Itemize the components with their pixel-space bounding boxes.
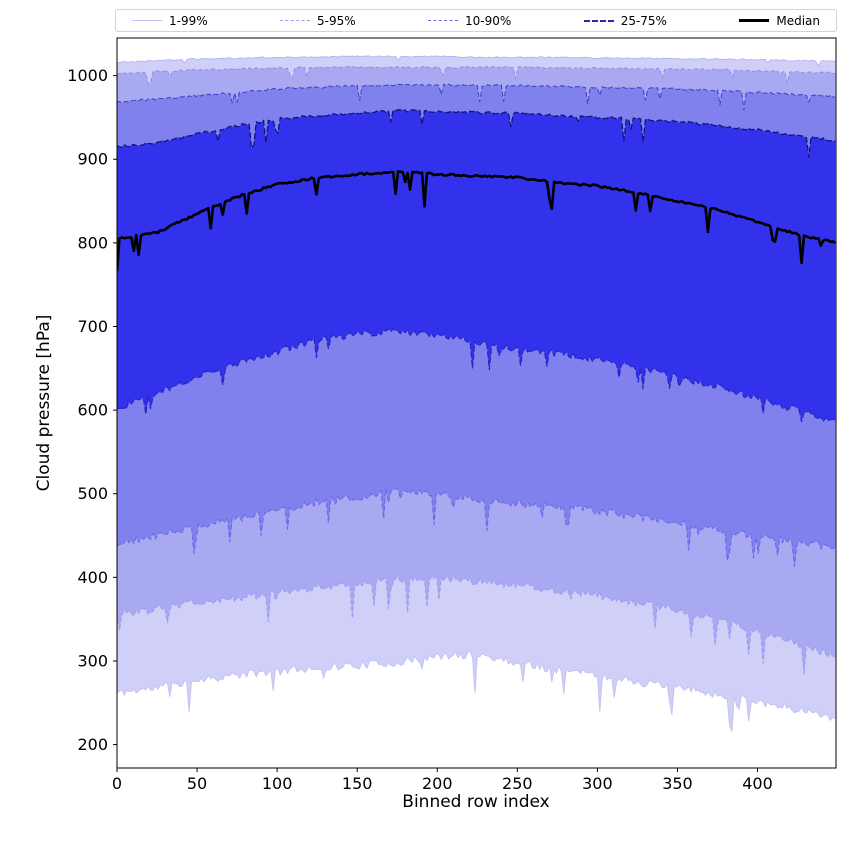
y-tick-label: 300 [77, 651, 108, 670]
legend-line-median-icon [739, 19, 770, 22]
x-axis-label: Binned row index [402, 792, 550, 812]
x-tick-label: 250 [502, 774, 533, 793]
edge-line-p75 [117, 109, 836, 158]
edge-line-p95 [117, 66, 836, 85]
legend-item-25-75: 25-75% [583, 13, 667, 28]
band-25-75 [117, 109, 836, 422]
legend-label-5-95: 5-95% [317, 13, 356, 28]
edge-line-p25 [117, 328, 836, 423]
x-tick-label: 400 [742, 774, 773, 793]
legend-label-1-99: 1-99% [169, 13, 208, 28]
legend-item-median: Median [739, 15, 820, 27]
edge-line-p90 [117, 83, 836, 111]
legend-label-25-75: 25-75% [620, 13, 667, 28]
x-tick-label: 0 [112, 774, 122, 793]
x-tick-label: 50 [187, 774, 207, 793]
legend: 1-99% 5-95% 10-90% 25-75% Median [115, 9, 837, 32]
x-tick-label: 100 [262, 774, 293, 793]
legend-item-1-99: 1-99% [132, 15, 208, 27]
y-tick-label: 900 [77, 150, 108, 169]
y-tick-label: 700 [77, 317, 108, 336]
legend-line-1-99-icon [132, 20, 162, 21]
edge-line-p5 [117, 573, 836, 675]
edge-line-p10 [117, 488, 836, 568]
y-tick-label: 400 [77, 568, 108, 587]
legend-line-25-75-icon [583, 19, 614, 22]
legend-line-10-90-icon [428, 20, 459, 21]
y-tick-label: 600 [77, 401, 108, 420]
legend-label-median: Median [776, 13, 820, 28]
y-axis-label: Cloud pressure [hPa] [34, 314, 54, 492]
x-tick-label: 350 [662, 774, 693, 793]
plot-border [116, 37, 837, 769]
x-tick-label: 300 [582, 774, 613, 793]
y-tick-label: 200 [77, 735, 108, 754]
legend-item-10-90: 10-90% [428, 15, 511, 27]
edge-line-median [117, 170, 836, 272]
x-tick-label: 200 [422, 774, 453, 793]
y-tick-label: 500 [77, 484, 108, 503]
legend-line-5-95-icon [280, 20, 311, 21]
edge-line-p99 [117, 55, 836, 67]
legend-label-10-90: 10-90% [465, 13, 512, 28]
legend-item-5-95: 5-95% [280, 15, 356, 27]
x-tick-label: 150 [342, 774, 373, 793]
y-tick-label: 800 [77, 233, 108, 252]
edge-line-p1 [117, 650, 836, 733]
plot-area [117, 55, 836, 733]
y-tick-label: 1000 [67, 66, 108, 85]
